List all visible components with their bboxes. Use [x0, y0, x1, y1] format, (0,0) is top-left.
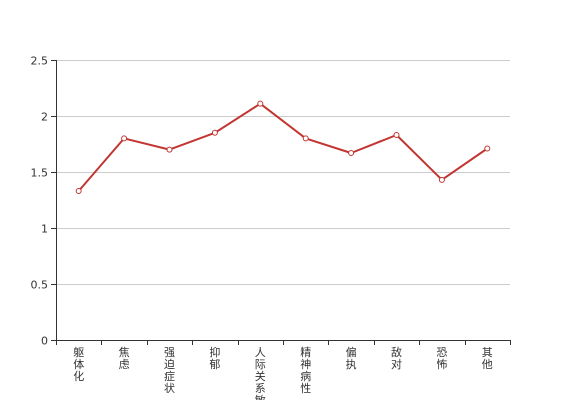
y-tick-label: 2	[41, 111, 48, 124]
data-point	[302, 135, 309, 142]
axes	[56, 60, 510, 341]
data-point	[484, 145, 491, 152]
data-point	[166, 146, 173, 153]
x-tick-label: 人际关系敏感	[255, 346, 266, 400]
data-point	[438, 176, 445, 183]
y-tick-label: 2.5	[31, 55, 49, 68]
data-point	[257, 100, 264, 107]
x-tick-label: 其他	[482, 346, 493, 371]
y-tick-label: 1	[41, 223, 48, 236]
x-axis-ticks: 躯体化 焦虑 强迫症状 抑郁 人际关系敏感 精神病性 偏执 敌对 恐怖 其他	[56, 340, 511, 400]
x-tick-label: 抑郁	[209, 345, 220, 371]
x-tick-label: 躯体化	[73, 346, 84, 383]
x-tick-label: 敌对	[391, 345, 402, 371]
grid-lines	[56, 60, 510, 285]
series-layer	[75, 100, 491, 195]
y-tick-label: 1.5	[31, 167, 49, 180]
y-axis-ticks: 0 0.5 1 1.5 2 2.5	[31, 55, 56, 348]
x-tick-label: 强迫症状	[164, 346, 175, 395]
data-point	[211, 129, 218, 136]
series-line	[77, 102, 488, 192]
x-tick-label: 偏执	[346, 345, 357, 371]
data-point	[75, 188, 82, 195]
data-point	[121, 135, 128, 142]
y-tick-label: 0.5	[31, 279, 49, 292]
x-tick-label: 焦虑	[119, 346, 130, 371]
data-point	[348, 149, 355, 156]
y-tick-label: 0	[41, 335, 48, 348]
x-tick-label: 精神病性	[300, 346, 311, 395]
x-tick-label: 恐怖	[436, 346, 447, 371]
data-point	[393, 132, 400, 139]
